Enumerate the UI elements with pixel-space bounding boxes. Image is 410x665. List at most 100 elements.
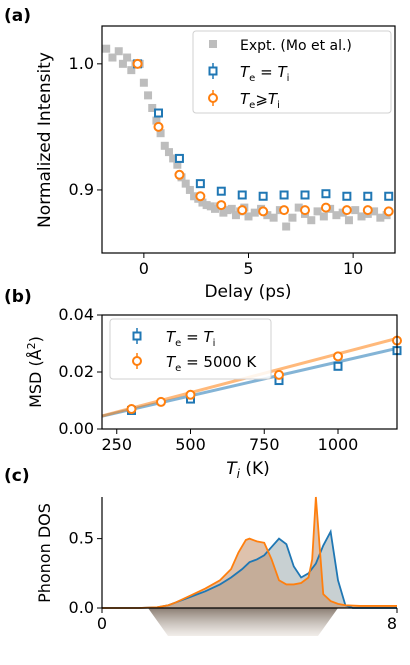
te-ge-ti-point [237, 205, 248, 216]
te-5000-point [333, 351, 343, 362]
legend-marker-te-eq-ti [208, 63, 218, 79]
te-ge-ti-point [383, 206, 394, 217]
expt-point [102, 44, 111, 53]
dispersion-shadow [148, 608, 338, 636]
te-eq-ti-point [321, 189, 331, 199]
expt-point [127, 66, 136, 75]
expt-point [263, 211, 272, 220]
te-5000-point [156, 396, 166, 407]
te-ge-ti-point [258, 206, 269, 217]
expt-point [202, 201, 211, 210]
expt-point [152, 116, 161, 125]
expt-point [211, 204, 220, 213]
panel-b-xlabel: Ti (K) [226, 459, 270, 481]
te-eq-ti-point [237, 190, 247, 200]
legend-marker-te-ge-ti [208, 90, 218, 106]
x-tick-label: 0 [139, 259, 149, 278]
te-eq-ti-point [342, 191, 352, 201]
y-tick-label: 0.00 [58, 419, 94, 438]
expt-point [114, 47, 123, 56]
expt-point [123, 53, 132, 62]
legend-marker-expt [209, 40, 217, 48]
te-eq-ti-point [154, 108, 164, 118]
te-eq-ti-point [300, 190, 310, 200]
te-ge-ti-point [195, 191, 206, 202]
expt-point [164, 148, 173, 157]
te-ge-ti-point [132, 58, 143, 69]
expt-point [198, 198, 207, 207]
legend-marker-te-eq-ti [132, 328, 142, 344]
te-ge-ti-point [216, 200, 227, 211]
y-tick-label: 0.04 [58, 305, 94, 324]
expt-point [357, 212, 366, 221]
dos-te-hot-line [102, 496, 397, 609]
expt-point [332, 211, 341, 220]
te-ge-ti-point [300, 205, 311, 216]
te-ge-ti-point [174, 169, 185, 180]
te-eq-ti-point [279, 190, 289, 200]
expt-point [144, 91, 153, 100]
expt-point [269, 213, 278, 222]
te-eq-ti-point [384, 191, 394, 201]
panel-b-legend: Te = Ti Te = 5000 K [109, 318, 272, 380]
expt-point [370, 207, 379, 216]
expt-point [351, 206, 360, 215]
expt-point [185, 185, 194, 194]
expt-point [250, 208, 259, 217]
panel-c: (c) 0 8 0.0 0.5 Phonon DOS [4, 466, 398, 636]
expt-point [307, 216, 316, 225]
te-eq-ti-point [174, 153, 184, 163]
legend-marker-te-5000 [132, 353, 142, 369]
te-ge-ti-point [279, 205, 290, 216]
expt-point [223, 206, 232, 215]
expt-point [219, 208, 228, 217]
expt-point [344, 216, 353, 225]
te-eq-ti-point [258, 191, 268, 201]
x-tick-label: 1000 [318, 435, 359, 454]
x-tick-label: 0 [97, 614, 107, 633]
x-tick-label: 500 [175, 435, 206, 454]
x-tick-label: 250 [101, 435, 132, 454]
y-tick-label: 1.0 [69, 54, 94, 73]
panel-a-legend: Expt. (Mo et al.) Te = Ti Te⩾Ti [192, 30, 392, 114]
expt-point [319, 212, 328, 221]
te-ge-ti-point [153, 121, 164, 132]
te-ge-ti-point [320, 202, 331, 213]
legend-label-te-eq-ti: Te = Ti [166, 328, 215, 349]
legend-label-te-5000: Te = 5000 K [166, 353, 257, 374]
x-tick-label: 8 [387, 614, 397, 633]
expt-point [376, 213, 385, 222]
panel-b: (b) 250 500 750 1000 0.00 0.02 0.04 Ti (K) MSD… [4, 287, 402, 481]
panel-a: (a) 0 5 10 0.9 1.0 Delay (ps) Normalized Int… [4, 6, 396, 302]
legend-label-expt: Expt. (Mo et al.) [240, 38, 352, 54]
dos-te-hot-area [102, 497, 397, 608]
te-5000-point [185, 389, 196, 400]
expt-point [156, 129, 165, 138]
expt-point [282, 222, 291, 231]
x-tick-label: 10 [343, 259, 363, 278]
expt-point [231, 211, 240, 220]
expt-point [288, 213, 297, 222]
te-eq-ti-point [195, 179, 205, 189]
expt-point [118, 59, 127, 68]
expt-point [313, 207, 322, 216]
legend-label-te-eq-ti: Te = Ti [240, 63, 289, 84]
expt-point [173, 160, 182, 169]
te-5000-point [274, 369, 284, 380]
panel-a-label: (a) [4, 6, 31, 26]
y-tick-label: 0.02 [58, 362, 94, 381]
te-eq-ti-point [333, 361, 343, 371]
y-tick-label: 0.5 [69, 529, 94, 548]
legend-label-te-ge-ti: Te⩾Ti [240, 90, 280, 111]
expt-point [206, 202, 215, 211]
expt-point [294, 203, 303, 212]
te-5000-point [126, 404, 137, 415]
te-eq-ti-fit-line [101, 346, 398, 418]
x-tick-label: 5 [243, 259, 253, 278]
expt-point [244, 212, 253, 221]
expt-point [190, 192, 199, 201]
y-tick-label: 0.0 [69, 598, 94, 617]
panel-b-label: (b) [4, 287, 32, 307]
expt-point [160, 141, 169, 150]
